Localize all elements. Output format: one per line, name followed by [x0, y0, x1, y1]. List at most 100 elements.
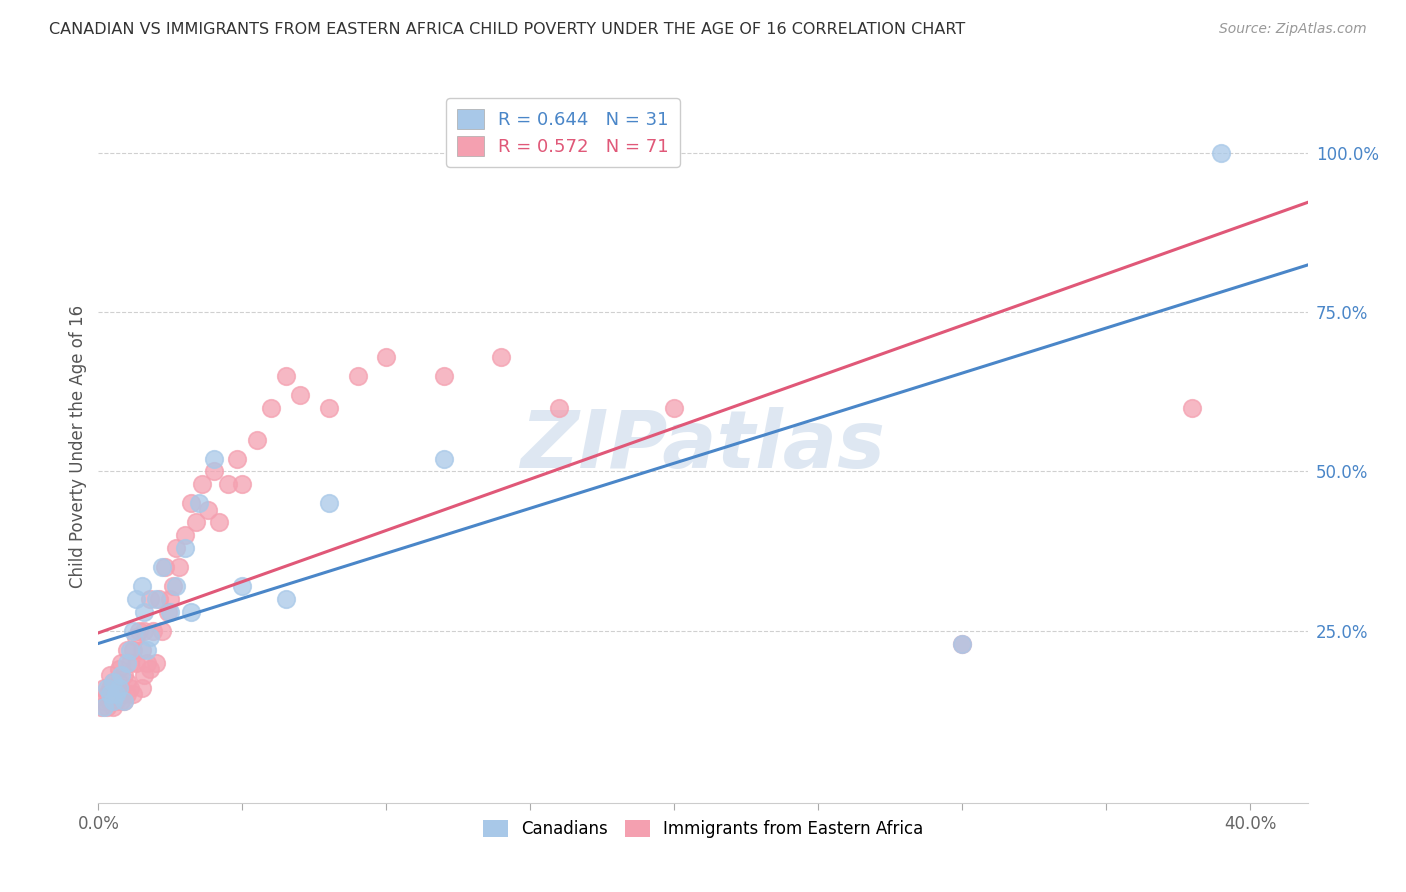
Point [246, 433, 269, 447]
Point [128, 624, 150, 638]
Point [145, 591, 167, 606]
Point [136, 643, 159, 657]
Point [346, 368, 368, 383]
Point [1211, 145, 1233, 160]
Point [950, 636, 973, 650]
Point [93, 681, 115, 695]
Point [433, 368, 456, 383]
Point [101, 700, 124, 714]
Point [107, 688, 129, 702]
Point [173, 528, 195, 542]
Point [125, 630, 148, 644]
Point [110, 681, 132, 695]
Point [153, 560, 176, 574]
Point [115, 656, 138, 670]
Point [112, 694, 135, 708]
Point [165, 579, 187, 593]
Point [90, 700, 112, 714]
Point [134, 668, 156, 682]
Point [120, 643, 142, 657]
Point [274, 591, 297, 606]
Point [131, 681, 153, 695]
Point [197, 502, 219, 516]
Point [93, 700, 115, 714]
Point [165, 541, 187, 555]
Point [93, 694, 115, 708]
Point [139, 630, 162, 644]
Point [156, 605, 179, 619]
Point [131, 579, 153, 593]
Point [433, 451, 456, 466]
Point [101, 688, 124, 702]
Point [318, 401, 340, 415]
Point [125, 591, 148, 606]
Point [225, 451, 247, 466]
Legend: Canadians, Immigrants from Eastern Africa: Canadians, Immigrants from Eastern Afric… [477, 813, 929, 845]
Point [1181, 401, 1204, 415]
Point [110, 656, 132, 670]
Point [288, 388, 311, 402]
Point [208, 516, 231, 530]
Point [107, 662, 129, 676]
Point [120, 656, 142, 670]
Point [202, 451, 225, 466]
Point [950, 636, 973, 650]
Point [150, 560, 173, 574]
Point [122, 624, 145, 638]
Point [110, 694, 132, 708]
Point [96, 688, 118, 702]
Point [104, 694, 127, 708]
Point [107, 681, 129, 695]
Point [145, 656, 167, 670]
Point [134, 624, 156, 638]
Point [98, 681, 121, 695]
Point [98, 668, 121, 682]
Point [188, 496, 211, 510]
Point [115, 674, 138, 689]
Point [260, 401, 283, 415]
Point [231, 477, 253, 491]
Point [101, 674, 124, 689]
Point [274, 368, 297, 383]
Point [159, 591, 181, 606]
Point [180, 605, 202, 619]
Point [98, 688, 121, 702]
Point [217, 477, 239, 491]
Text: Source: ZipAtlas.com: Source: ZipAtlas.com [1219, 22, 1367, 37]
Point [139, 662, 162, 676]
Point [159, 605, 181, 619]
Point [122, 643, 145, 657]
Text: ZIPatlas: ZIPatlas [520, 407, 886, 485]
Point [101, 674, 124, 689]
Point [104, 681, 127, 695]
Text: CANADIAN VS IMMIGRANTS FROM EASTERN AFRICA CHILD POVERTY UNDER THE AGE OF 16 COR: CANADIAN VS IMMIGRANTS FROM EASTERN AFRI… [49, 22, 966, 37]
Point [120, 681, 142, 695]
Point [107, 674, 129, 689]
Point [148, 591, 170, 606]
Point [96, 700, 118, 714]
Point [202, 465, 225, 479]
Point [150, 624, 173, 638]
Point [101, 694, 124, 708]
Point [180, 496, 202, 510]
Point [131, 643, 153, 657]
Point [167, 560, 190, 574]
Point [136, 656, 159, 670]
Point [318, 496, 340, 510]
Point [139, 591, 162, 606]
Y-axis label: Child Poverty Under the Age of 16: Child Poverty Under the Age of 16 [69, 304, 87, 588]
Point [112, 694, 135, 708]
Point [191, 477, 214, 491]
Point [98, 694, 121, 708]
Point [173, 541, 195, 555]
Point [112, 668, 135, 682]
Point [142, 624, 165, 638]
Point [491, 350, 513, 364]
Point [162, 579, 184, 593]
Point [115, 688, 138, 702]
Point [125, 656, 148, 670]
Point [664, 401, 686, 415]
Point [122, 688, 145, 702]
Point [375, 350, 398, 364]
Point [96, 681, 118, 695]
